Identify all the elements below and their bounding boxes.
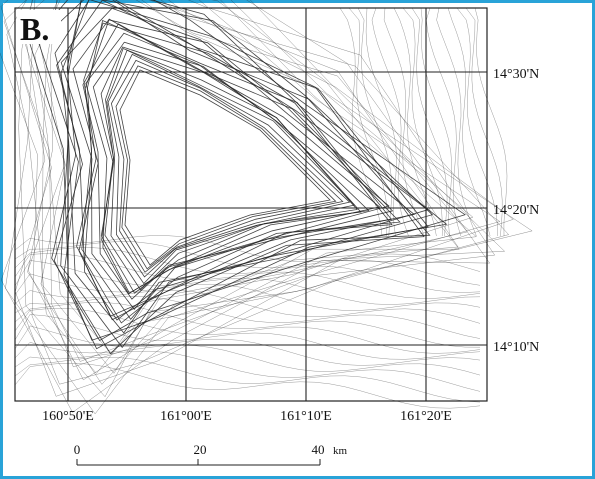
contour — [0, 0, 506, 397]
contour — [339, 7, 383, 237]
contour — [474, 7, 508, 237]
contour — [104, 47, 358, 291]
contour — [14, 253, 481, 299]
contour — [348, 7, 388, 237]
contour — [357, 7, 393, 237]
contour — [456, 7, 498, 237]
contour — [6, 0, 514, 374]
longitude-label: 161°20'E — [400, 409, 452, 424]
contour — [27, 0, 460, 381]
contour — [426, 7, 462, 237]
scale-label: 20 — [194, 442, 207, 457]
contour — [38, 0, 448, 341]
latitude-label: 14°20'N — [493, 203, 539, 218]
contour — [100, 46, 362, 294]
contour — [27, 0, 459, 385]
contour — [465, 7, 503, 237]
contour — [3, 0, 501, 362]
contour — [14, 273, 481, 311]
contour — [436, 7, 477, 237]
contour — [53, 0, 431, 350]
contour — [106, 49, 356, 285]
contour — [14, 342, 481, 376]
scale-unit: km — [333, 445, 348, 457]
longitude-label: 160°50'E — [42, 409, 94, 424]
contour — [14, 290, 481, 324]
contour — [14, 325, 481, 366]
contour — [14, 308, 481, 354]
contour — [371, 7, 409, 237]
latitude-label: 14°30'N — [493, 67, 539, 82]
longitude-label: 161°00'E — [160, 409, 212, 424]
contour — [383, 7, 425, 237]
contour — [14, 363, 481, 409]
contour — [82, 23, 390, 300]
longitude-label: 161°10'E — [280, 409, 332, 424]
contours — [0, 0, 533, 415]
contour — [29, 0, 466, 342]
latitude-label: 14°10'N — [493, 340, 539, 355]
graticule — [15, 8, 487, 401]
contour — [60, 7, 416, 317]
contour — [402, 7, 443, 237]
contour — [14, 260, 481, 305]
contour — [41, 0, 468, 374]
panel-label: B. — [20, 11, 49, 47]
contour — [18, 0, 510, 398]
contour — [107, 53, 351, 278]
contour — [76, 22, 393, 324]
scale-bar — [76, 459, 321, 466]
contour — [0, 0, 491, 413]
contour — [14, 247, 481, 293]
contour — [411, 7, 448, 237]
contour — [60, 0, 434, 334]
label-bg — [17, 10, 61, 44]
contour — [72, 19, 401, 321]
contour — [18, 0, 477, 368]
contour — [14, 302, 481, 348]
contour — [14, 314, 481, 360]
contour — [14, 350, 481, 392]
contour — [110, 59, 344, 273]
contour — [119, 69, 331, 266]
contour — [420, 7, 452, 237]
contour — [85, 32, 381, 295]
contour — [365, 7, 397, 237]
contour — [14, 235, 481, 272]
scale-label: 40 — [312, 442, 325, 457]
contour — [447, 7, 491, 237]
contour — [14, 356, 481, 403]
contour — [84, 18, 394, 311]
contour — [115, 65, 337, 270]
contour — [0, 0, 533, 385]
contour — [14, 296, 481, 339]
contour — [14, 241, 481, 286]
scale-label: 0 — [74, 442, 81, 457]
